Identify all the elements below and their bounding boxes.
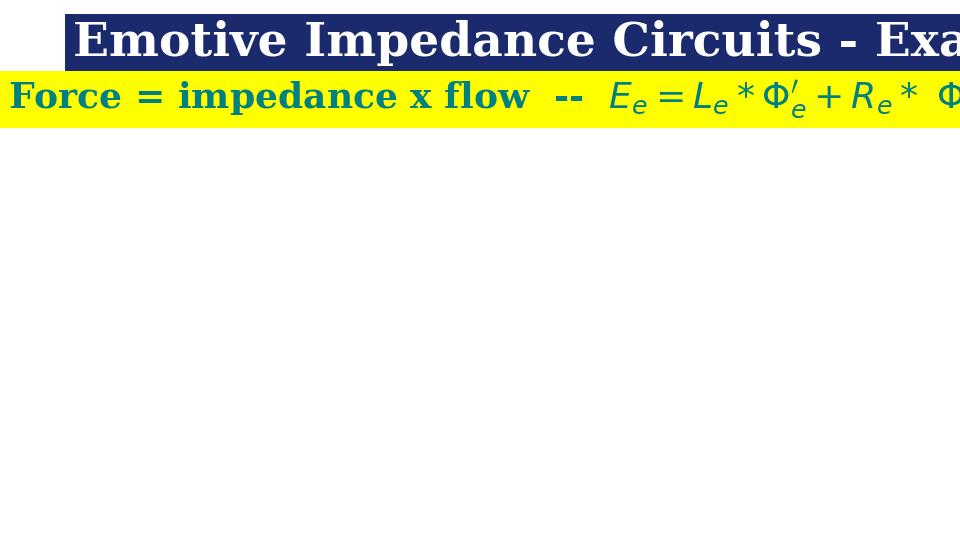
Text: Force = impedance x flow  --  $E_e = L_e*\Phi_e' + R_e*\ \Phi_e + e/C_e$: Force = impedance x flow -- $E_e = L_e*\…: [8, 78, 960, 120]
Text: Emotive Impedance Circuits - Example: Emotive Impedance Circuits - Example: [73, 19, 960, 65]
Bar: [65, 14, 960, 71]
Bar: [0, 71, 960, 128]
